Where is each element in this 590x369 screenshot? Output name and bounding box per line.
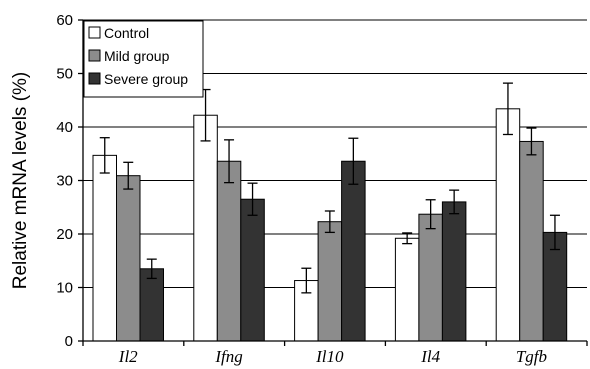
axes [78,19,588,346]
category-label: Tgfb [516,347,547,366]
legend-label: Control [104,25,149,41]
bar-severe-group-il2 [139,268,164,342]
category-label: Il2 [118,347,138,366]
y-tick-label: 10 [56,280,73,297]
legend: Control Mild group Severe group [83,20,204,98]
category-label: Il10 [315,347,344,366]
bar-mild-group-tgfb [519,140,544,342]
bar-mild-group-il2 [116,175,141,342]
bar-control-ifng [193,114,218,342]
y-tick-label: 30 [56,173,73,190]
bar-severe-group-il4 [441,201,467,342]
y-tick-label: 0 [65,333,73,350]
bar-control-il4 [394,237,420,342]
legend-label: Severe group [104,71,188,87]
x-tick-labels: Il2 Ifng Il10 Il4 Tgfb [118,347,547,366]
legend-box [83,20,204,98]
legend-swatch [88,26,101,39]
y-tick-label: 20 [56,226,73,243]
y-tick-label: 50 [56,66,73,83]
category-label: Ifng [214,347,242,366]
y-axis-label: Relative mRNA levels (%) [10,72,31,290]
category-label: Il4 [420,347,440,366]
bar-mild-group-ifng [216,160,242,342]
y-tick-labels: 0 10 20 30 40 50 60 [56,12,73,350]
legend-swatch [88,49,101,62]
y-tick-label: 60 [56,12,73,29]
legend-swatch [88,72,101,85]
bar-control-il2 [92,154,117,342]
bar-control-tgfb [495,108,521,342]
y-tick-label: 40 [56,119,73,136]
bar-severe-group-il10 [341,160,366,342]
bar-mild-group-il4 [418,213,443,342]
bars [92,108,568,342]
error-bars [99,82,560,294]
bar-severe-group-ifng [240,198,265,342]
bar-mild-group-il10 [317,221,343,342]
legend-label: Mild group [104,48,170,64]
